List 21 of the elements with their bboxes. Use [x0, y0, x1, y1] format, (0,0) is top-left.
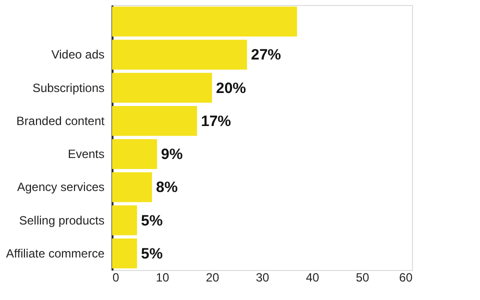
- data-label: 5%: [141, 245, 163, 262]
- x-tick-label: 40: [306, 270, 320, 284]
- data-label: 5%: [141, 212, 163, 230]
- x-tick-label: 60: [399, 270, 413, 284]
- x-tick-label: 50: [356, 270, 370, 284]
- data-label: 27%: [251, 46, 282, 64]
- x-tick-label: 30: [256, 270, 270, 284]
- data-label: 20%: [216, 80, 246, 97]
- data-label: 8%: [156, 179, 178, 196]
- data-label: 9%: [161, 146, 183, 164]
- data-label: 17%: [201, 112, 232, 130]
- y-tick-label: Selling products: [19, 213, 104, 228]
- y-tick-label: Events: [68, 147, 104, 162]
- y-tick-label: Branded content: [16, 114, 106, 128]
- y-tick-label: Affiliate commerce: [6, 246, 105, 260]
- x-tick-label: 10: [156, 270, 170, 284]
- y-tick-label: Video ads: [51, 48, 104, 62]
- y-tick-label: Agency services: [17, 180, 104, 194]
- y-tick-label: Subscriptions: [32, 80, 104, 95]
- x-tick-label: 0: [112, 270, 120, 284]
- x-tick-label: 20: [206, 270, 220, 284]
